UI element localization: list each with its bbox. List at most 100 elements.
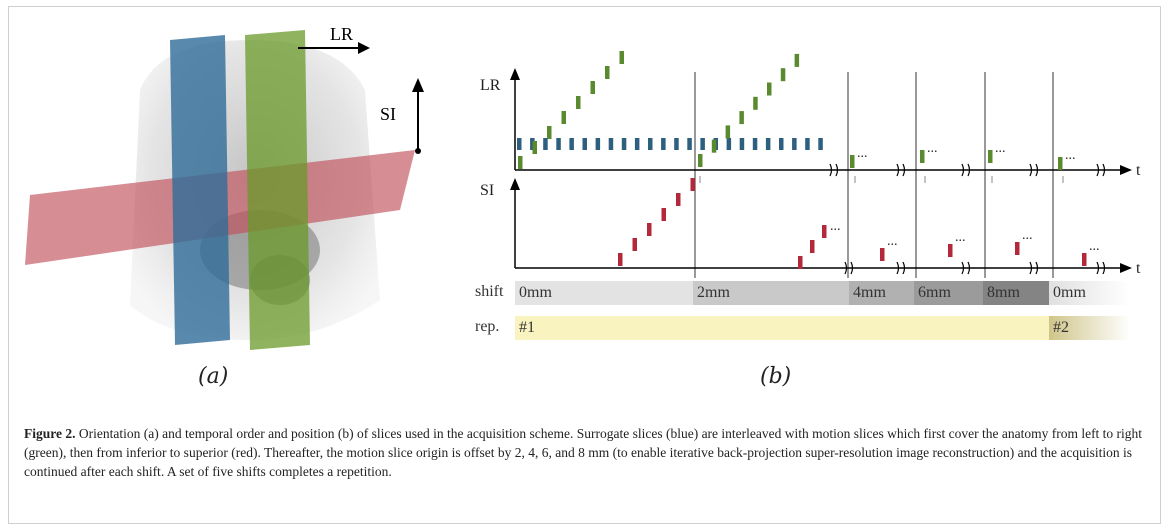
axis-break-marker (961, 261, 971, 275)
blue-surrogate-slice (543, 138, 548, 150)
axis-break-marker (844, 261, 854, 275)
green-motion-slice (547, 126, 552, 139)
red-motion-slice (822, 225, 827, 238)
green-motion-slice (711, 139, 717, 153)
panel-a-label: (a) (198, 364, 229, 389)
axis-break-marker (1096, 163, 1106, 177)
blue-surrogate-slice (765, 138, 771, 150)
ellipsis-marker: ... (1089, 239, 1100, 254)
rep-bar: #1 #2 (515, 316, 1130, 340)
green-motion-slice (518, 156, 523, 169)
axis-break-marker (961, 163, 971, 177)
red-shifted-slice (948, 244, 953, 257)
blue-surrogate-slice (634, 138, 640, 150)
bottom-time-arrowhead (1120, 263, 1132, 273)
shift-segment: 8mm (983, 281, 1049, 305)
rep-bar-label: rep. (475, 318, 500, 335)
shift-segment: 4mm (849, 281, 914, 305)
caption-figure-label: Figure 2. (24, 426, 76, 441)
blue-surrogate-slice (674, 138, 679, 150)
green-motion-slice (725, 125, 731, 139)
green-shifted-slice (920, 150, 925, 163)
green-motion-slice (739, 111, 744, 125)
axis-break-marker (1029, 261, 1039, 275)
red-shifted-slice (1015, 242, 1020, 255)
si-axis-label: SI (380, 104, 396, 124)
green-motion-slice (780, 68, 786, 82)
green-motion-slice (698, 154, 703, 167)
blue-surrogate-slice (752, 138, 758, 150)
blue-surrogate-slice (517, 138, 522, 150)
shift-bar-label: shift (475, 283, 504, 300)
si-axis-label: SI (480, 182, 494, 199)
bottom-time-label: t (1136, 260, 1141, 277)
panel-b-timing: LR SI t t........................... (480, 51, 1141, 278)
blue-surrogate-slice (687, 138, 692, 150)
green-motion-slice (619, 51, 624, 64)
ellipsis-marker: ... (927, 141, 938, 156)
blue-surrogate-slice (569, 138, 574, 150)
blue-surrogate-slice (661, 138, 666, 150)
ellipsis-marker: ... (1022, 228, 1033, 243)
rep-segment: #2 (1049, 316, 1130, 340)
axis-break-marker (896, 163, 906, 177)
blue-surrogate-slice (648, 138, 653, 150)
blue-surrogate-slice (621, 138, 627, 150)
caption-text: Orientation (a) and temporal order and p… (24, 426, 1143, 479)
ellipsis-marker: ... (857, 146, 868, 161)
green-motion-slice (576, 96, 581, 109)
red-motion-slice (661, 208, 666, 221)
ellipsis-marker: ... (887, 234, 898, 249)
green-motion-slice (605, 66, 610, 79)
blue-surrogate-slice (726, 138, 732, 150)
red-shifted-slice (1082, 253, 1087, 266)
ellipsis-marker: ... (995, 141, 1006, 156)
blue-surrogate-slice (700, 138, 705, 150)
blue-surrogate-slice (608, 138, 614, 150)
axis-break-marker (896, 261, 906, 275)
red-motion-slice (647, 223, 652, 236)
blue-surrogate-plane (170, 35, 230, 345)
green-shifted-slice (988, 150, 993, 163)
green-motion-slice (767, 82, 772, 96)
green-motion-slice (753, 96, 758, 110)
shift-segment: 6mm (914, 281, 983, 305)
panel-a-orientation: LR SI (25, 24, 424, 350)
blue-surrogate-slice (556, 138, 561, 150)
red-motion-slice (798, 256, 803, 269)
shift-segment: 0mm (515, 281, 693, 305)
red-motion-slice (632, 238, 637, 251)
red-motion-slice (618, 253, 623, 266)
timing-diagram: LR SI t t........................... (480, 51, 1141, 278)
blue-surrogate-slice (805, 138, 810, 150)
shift-segment: 0mm (1049, 281, 1130, 305)
axis-break-marker (829, 163, 839, 177)
blue-surrogate-slice (530, 138, 535, 150)
shift-segment: 2mm (693, 281, 849, 305)
si-axis-arrowhead (510, 178, 520, 190)
lr-axis-label: LR (480, 77, 501, 94)
lr-axis-label: LR (330, 24, 353, 44)
red-shifted-slice (880, 248, 885, 261)
lr-axis-arrowhead (510, 68, 520, 80)
blue-surrogate-slice (779, 138, 784, 150)
ellipsis-marker: ... (830, 219, 841, 234)
red-motion-slice (690, 178, 695, 191)
si-axis-origin (415, 148, 421, 154)
green-shifted-slice (850, 155, 855, 168)
blue-surrogate-slice (582, 138, 587, 150)
green-motion-slice (590, 81, 595, 94)
blue-surrogate-slice (595, 138, 601, 150)
green-motion-slice (794, 53, 800, 67)
ellipsis-marker: ... (1065, 148, 1076, 163)
green-shifted-slice (1058, 157, 1063, 170)
panel-b-label: (b) (760, 364, 792, 389)
green-motion-slice (532, 141, 537, 154)
green-motion-slice (561, 111, 566, 124)
top-time-label: t (1136, 162, 1141, 179)
lr-axis-arrowhead (358, 42, 370, 54)
blue-surrogate-slice (739, 138, 745, 150)
blue-surrogate-slice (792, 138, 797, 150)
top-time-arrowhead (1120, 165, 1132, 175)
axis-break-marker (1096, 261, 1106, 275)
